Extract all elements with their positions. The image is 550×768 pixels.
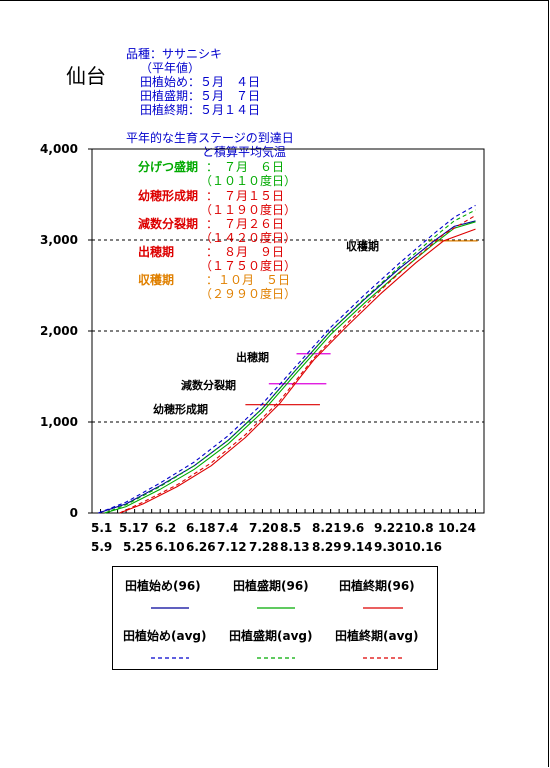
stages-subtitle-line1: 平年的な生育ステージの到達日	[126, 131, 294, 145]
annotation-heading: 出穂期	[236, 351, 269, 364]
x-tick-label: 10.24	[438, 521, 476, 535]
y-tick-label: 3,000	[40, 233, 78, 247]
y-tick-label: 0	[69, 506, 78, 520]
stage-accumulated-temp: （１７５０度日）	[200, 259, 297, 273]
stage-name: 減数分裂期	[138, 217, 199, 231]
stage-name: 収穫期	[138, 273, 175, 287]
legend: 田植始め(96) 田植盛期(96) 田植終期(96) 田植始め(avg) 田植盛…	[112, 566, 438, 670]
annotation-panicle: 幼穂形成期	[153, 403, 208, 416]
x-tick-label: 9.6	[343, 521, 365, 535]
planting-start-date: 田植始め：５月 ４日	[140, 75, 261, 89]
x-tick-label: 5.25	[123, 540, 153, 554]
x-tick-label: 6.10	[155, 540, 185, 554]
annotation-harvest: 収穫期	[346, 240, 379, 253]
average-note: （平年値）	[140, 61, 201, 75]
stage-date: ： ７月１５日	[206, 189, 285, 203]
stage-accumulated-temp: （１０１０度日）	[200, 174, 297, 188]
stage-accumulated-temp: （１１９０度日）	[200, 203, 297, 217]
x-tick-label: 6.18	[186, 521, 216, 535]
annotation-meiosis: 減数分裂期	[181, 379, 236, 392]
x-tick-label: 7.20	[249, 521, 279, 535]
y-tick-label: 1,000	[40, 415, 78, 429]
stage-date: ： ７月 ６日	[206, 160, 285, 174]
x-tick-label: 9.22	[374, 521, 404, 535]
x-tick-label: 6.2	[155, 521, 177, 535]
x-tick-label: 10.8	[404, 521, 434, 535]
x-tick-label: 7.4	[217, 521, 239, 535]
x-tick-label: 5.17	[119, 521, 149, 535]
legend-label-start-96: 田植始め(96)	[125, 579, 201, 593]
stage-name: 分げつ盛期	[138, 160, 199, 174]
stage-accumulated-temp: （１４２０度日）	[200, 231, 297, 245]
series-line	[119, 214, 476, 514]
stage-date: ： ８月 ９日	[206, 245, 285, 259]
stage-date: ： ７月２６日	[206, 217, 285, 231]
x-tick-label: 7.12	[217, 540, 247, 554]
legend-label-end-avg: 田植終期(avg)	[335, 629, 419, 643]
x-tick-label: 9.14	[343, 540, 373, 554]
planting-peak-date: 田植盛期：５月 ７日	[140, 89, 261, 103]
x-tick-label: 7.28	[249, 540, 279, 554]
stage-date: ：１０月 ５日	[206, 273, 291, 287]
series-line	[98, 220, 476, 514]
legend-label-peak-96: 田植盛期(96)	[233, 579, 309, 593]
variety-text: 品種：ササニシキ	[126, 47, 223, 61]
x-tick-label: 10.16	[404, 540, 442, 554]
station-name: 仙台	[66, 64, 106, 88]
x-tick-label: 6.26	[186, 540, 216, 554]
stage-name: 出穂期	[138, 245, 175, 259]
x-tick-label: 8.13	[280, 540, 310, 554]
series-line	[104, 221, 476, 514]
y-tick-label: 2,000	[40, 324, 78, 338]
stage-accumulated-temp: （２９９０度日）	[200, 287, 297, 301]
legend-label-start-avg: 田植始め(avg)	[123, 629, 207, 643]
x-tick-label: 9.30	[374, 540, 404, 554]
x-tick-label: 5.1	[91, 521, 113, 535]
y-tick-label: 4,000	[40, 142, 78, 156]
legend-label-peak-avg: 田植盛期(avg)	[229, 629, 313, 643]
x-tick-label: 8.5	[280, 521, 302, 535]
stage-name: 幼穂形成期	[138, 189, 199, 203]
x-tick-label: 5.9	[91, 540, 113, 554]
planting-end-date: 田植終期：５月１４日	[140, 103, 261, 117]
series-line	[119, 228, 476, 514]
x-tick-label: 8.29	[312, 540, 342, 554]
legend-label-end-96: 田植終期(96)	[339, 579, 415, 593]
x-tick-label: 8.21	[312, 521, 342, 535]
